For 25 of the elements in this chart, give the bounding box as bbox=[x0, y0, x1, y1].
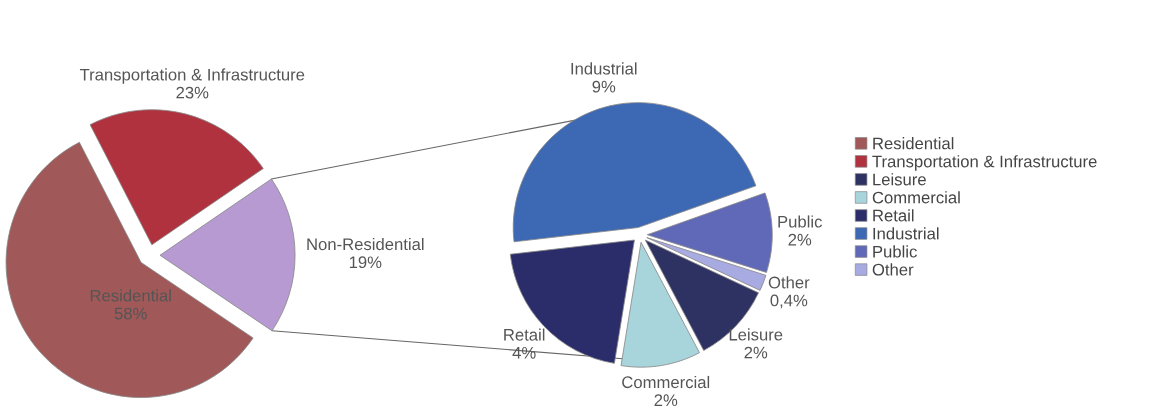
slice-label: Non-Residential bbox=[307, 237, 424, 251]
data-label: 58% bbox=[114, 307, 147, 320]
legend-label: Leisure bbox=[873, 173, 926, 186]
legend-label: Industrial bbox=[873, 227, 939, 240]
legend-label: Commercial bbox=[872, 191, 960, 204]
data-label: 2% bbox=[744, 346, 768, 359]
data-label: 9% bbox=[592, 80, 616, 93]
data-label: 19% bbox=[349, 256, 382, 269]
legend-label: Residential bbox=[873, 137, 954, 150]
data-label: 0,4% bbox=[770, 294, 808, 309]
slice-label: Other bbox=[768, 276, 810, 289]
slice-label: Transportation & Infrastructure bbox=[79, 68, 305, 84]
slice-label: Industrial bbox=[571, 62, 637, 75]
legend-label: Retail bbox=[873, 209, 914, 222]
legend-label: Transportation & Infrastructure bbox=[872, 155, 1097, 171]
data-label: 2% bbox=[654, 394, 678, 407]
slice-label: Leisure bbox=[729, 328, 783, 341]
data-label: 2% bbox=[788, 233, 812, 246]
slice-label: Public bbox=[778, 215, 822, 228]
legend-label: Public bbox=[873, 245, 917, 258]
slice-label: Commercial bbox=[622, 375, 710, 389]
data-label: 23% bbox=[176, 86, 209, 99]
slice-label: Residential bbox=[90, 289, 171, 302]
category-label: Other bbox=[872, 263, 914, 276]
slice-label: Retail bbox=[504, 328, 545, 341]
